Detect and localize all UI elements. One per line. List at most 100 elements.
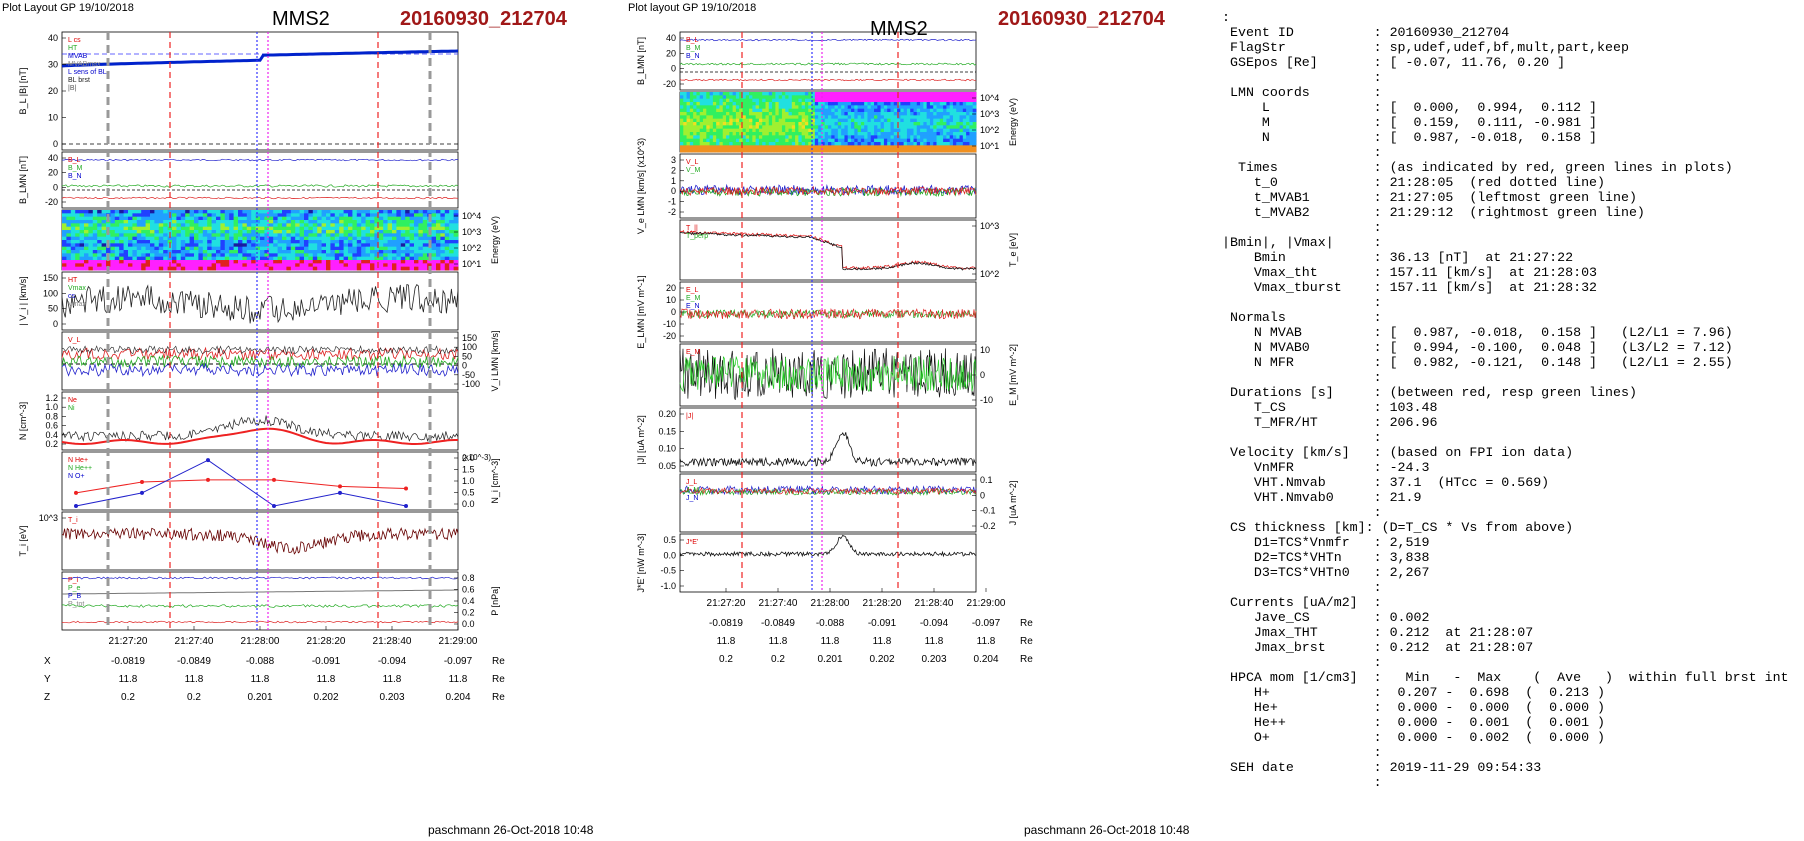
y-tick-label: 10 bbox=[666, 295, 676, 305]
spectrogram-cell bbox=[828, 102, 832, 106]
spectrogram-cell bbox=[405, 240, 410, 244]
spectrogram-cell bbox=[703, 148, 707, 153]
spectrogram-cell bbox=[913, 145, 918, 150]
spectrogram-cell bbox=[703, 115, 707, 120]
spectrogram-cell bbox=[778, 115, 783, 120]
spectrogram-cell bbox=[321, 223, 327, 228]
spectrogram-cell bbox=[762, 142, 766, 146]
spectrogram-cell bbox=[84, 250, 89, 254]
spectrogram-cell bbox=[887, 138, 891, 143]
spectrogram-cell bbox=[150, 226, 155, 231]
y-tick-label: 150 bbox=[462, 333, 477, 343]
spectrogram-cell bbox=[110, 266, 116, 271]
spectrogram-cell bbox=[699, 148, 704, 153]
spectrogram-cell bbox=[132, 210, 138, 214]
spectrogram-cell bbox=[778, 125, 783, 130]
spectrogram-cell bbox=[877, 92, 882, 96]
spectrogram-cell bbox=[198, 256, 204, 261]
spectrogram-cell bbox=[396, 260, 402, 264]
coord-value: 0.2 bbox=[771, 654, 785, 665]
spectrogram-cell bbox=[414, 233, 419, 238]
spectrogram-cell bbox=[870, 118, 875, 123]
spectrogram-cell bbox=[952, 118, 957, 123]
spectrogram-cell bbox=[348, 266, 353, 271]
spectrogram-cell bbox=[719, 95, 724, 100]
spectrogram-cell bbox=[251, 240, 256, 244]
spectrogram-cell bbox=[427, 246, 432, 251]
spectrogram-cell bbox=[216, 230, 221, 234]
spectrogram-cell bbox=[189, 216, 195, 221]
spectrogram-cell bbox=[233, 250, 239, 254]
spectrogram-cell bbox=[330, 216, 336, 221]
spectrogram-cell bbox=[312, 220, 318, 224]
spectrogram-cell bbox=[900, 98, 905, 103]
spectrogram-cell bbox=[136, 216, 142, 221]
spectrogram-cell bbox=[400, 260, 406, 264]
spectrogram-cell bbox=[321, 213, 327, 218]
spectrogram-cell bbox=[392, 233, 397, 238]
spectrogram-cell bbox=[427, 250, 432, 254]
spectrogram-cell bbox=[936, 135, 941, 140]
spectrogram-cell bbox=[150, 236, 155, 241]
spectrogram-cell bbox=[804, 105, 809, 110]
spectrogram-cell bbox=[378, 263, 384, 268]
spectrogram-cell bbox=[378, 220, 384, 224]
spectrogram-cell bbox=[903, 102, 908, 106]
spectrogram-cell bbox=[874, 102, 878, 106]
spectrogram-cell bbox=[824, 98, 829, 103]
spectrogram-cell bbox=[211, 213, 217, 218]
spectrogram-cell bbox=[821, 108, 826, 113]
spectrogram-cell bbox=[722, 92, 727, 96]
spectrogram-cell bbox=[926, 105, 931, 110]
spectrogram-cell bbox=[224, 230, 230, 234]
spectrogram-cell bbox=[176, 263, 182, 268]
series-line bbox=[679, 348, 977, 401]
spectrogram-cell bbox=[851, 112, 855, 116]
spectrogram-cell bbox=[765, 112, 770, 116]
spectrogram-cell bbox=[745, 148, 750, 153]
spectrogram-cell bbox=[106, 263, 111, 268]
spectrogram-cell bbox=[860, 145, 865, 150]
summary-line: VHT.Nmvab : 37.1 (HTcc = 0.569) bbox=[1222, 475, 1550, 490]
panel-frame bbox=[679, 473, 977, 533]
spectrogram-cell bbox=[198, 226, 204, 231]
spectrogram-cell bbox=[453, 253, 459, 258]
spectrogram-cell bbox=[795, 148, 799, 153]
spectrogram-cell bbox=[449, 263, 454, 268]
spectrogram-cell bbox=[851, 148, 855, 153]
spectrogram-cell bbox=[229, 250, 234, 254]
spectrogram-cell bbox=[224, 213, 230, 218]
spectrogram-cell bbox=[841, 132, 845, 136]
spectrogram-cell bbox=[801, 118, 806, 123]
spectrogram-cell bbox=[821, 142, 826, 146]
legend-entry: |J| bbox=[686, 413, 693, 420]
spectrogram-cell bbox=[949, 145, 954, 150]
spectrogram-cell bbox=[251, 213, 256, 218]
spectrogram-cell bbox=[920, 145, 924, 150]
spectrogram-cell bbox=[834, 95, 839, 100]
spectrogram-cell bbox=[334, 240, 340, 244]
spectrogram-cell bbox=[88, 220, 94, 224]
spectrogram-cell bbox=[66, 220, 72, 224]
spectrogram-cell bbox=[356, 253, 362, 258]
spectrogram-cell bbox=[703, 122, 707, 126]
spectrogram-cell bbox=[874, 98, 878, 103]
spectrogram-cell bbox=[735, 105, 740, 110]
spectrogram-cell bbox=[189, 223, 195, 228]
spectrogram-cell bbox=[128, 253, 133, 258]
spectrogram-cell bbox=[952, 125, 957, 130]
spectrogram-cell bbox=[418, 226, 424, 231]
spectrogram-cell bbox=[392, 236, 397, 241]
spectrogram-cell bbox=[828, 125, 832, 130]
spectrogram-cell bbox=[88, 243, 94, 248]
spectrogram-cell bbox=[449, 220, 454, 224]
spectrogram-cell bbox=[867, 118, 872, 123]
spectrogram-cell bbox=[119, 226, 124, 231]
spectrogram-cell bbox=[449, 253, 454, 258]
spectrogram-cell bbox=[172, 246, 177, 251]
middle-footer: paschmann 26-Oct-2018 10:48 bbox=[1024, 823, 1190, 837]
spectrogram-cell bbox=[352, 253, 358, 258]
spectrogram-cell bbox=[716, 122, 720, 126]
spectrogram-cell bbox=[418, 256, 424, 261]
spectrogram-cell bbox=[136, 233, 142, 238]
